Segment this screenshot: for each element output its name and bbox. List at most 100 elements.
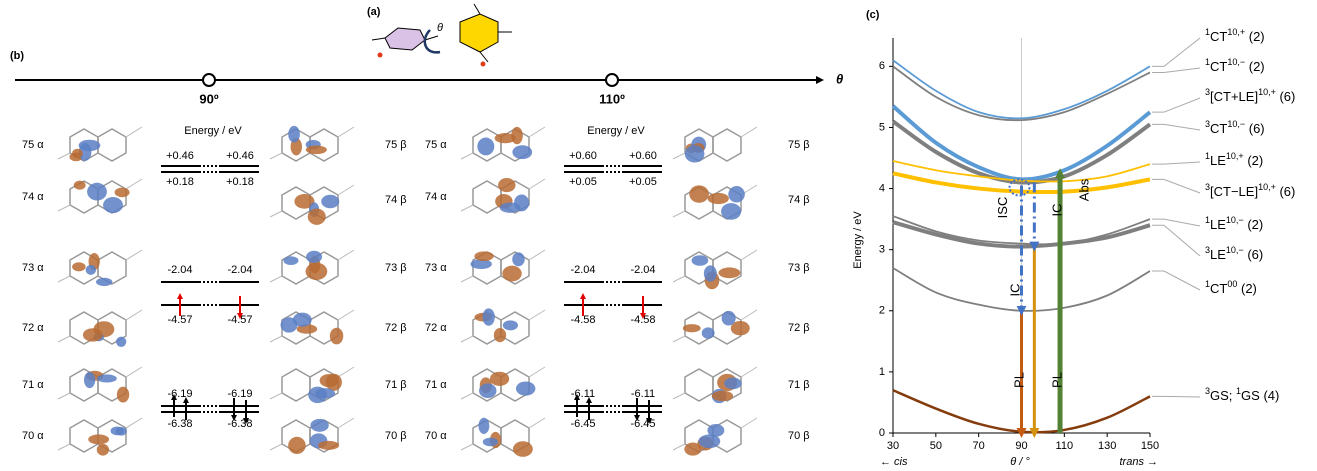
legend-part: (2) [1244, 217, 1264, 232]
leader-line [1152, 271, 1200, 290]
lobe [704, 265, 717, 281]
orbital-alpha-label: 75 α [425, 139, 447, 151]
legend-part: 00 [1227, 279, 1237, 289]
lobe [724, 378, 741, 390]
lobe [708, 193, 729, 204]
beta-energy: -6.11 [631, 388, 655, 400]
orbital-alpha-label: 71 α [425, 379, 447, 391]
lobe [477, 138, 494, 156]
skeleton [673, 153, 685, 159]
legend-part: (6) [1244, 247, 1264, 262]
skeleton [338, 250, 354, 260]
lobe [474, 251, 493, 261]
alpha-energy: -6.11 [571, 388, 595, 400]
legend-part: (6) [1245, 121, 1265, 136]
beta-energy: +0.18 [226, 176, 254, 188]
lobe [97, 374, 117, 382]
skeleton [338, 310, 354, 320]
lobe [283, 256, 298, 265]
y-tick-label: 2 [879, 305, 885, 317]
orbital-beta-label: 73 β [385, 262, 407, 274]
skeleton [58, 205, 70, 211]
orbital-image [461, 178, 545, 213]
lobe [315, 388, 335, 398]
lobe [103, 197, 123, 213]
lobe [306, 263, 328, 280]
skeleton [270, 211, 282, 217]
orbital-beta-label: 75 β [788, 139, 810, 151]
lobe [83, 328, 103, 341]
beta-energy: -2.04 [227, 264, 252, 276]
skeleton [282, 369, 310, 401]
x-tick-label: 50 [930, 440, 942, 452]
skeleton [338, 185, 354, 195]
beta-energy: -6.19 [227, 388, 252, 400]
orbital-image [270, 418, 354, 454]
orbital-alpha-label: 74 α [22, 191, 44, 203]
energy-title: Energy / eV [587, 125, 645, 137]
beta-energy: +0.46 [226, 150, 254, 162]
skeleton [126, 310, 142, 320]
lobe [88, 434, 109, 444]
y-tick-label: 6 [879, 60, 885, 72]
lobe [288, 437, 306, 454]
beta-energy: +0.60 [629, 150, 657, 162]
skeleton [338, 418, 354, 428]
orbital-image [673, 185, 757, 220]
skeleton [270, 393, 282, 399]
panel-label: (b) [10, 50, 24, 62]
lobe [293, 313, 312, 327]
legend-part: [CT+LE] [1210, 89, 1258, 104]
legend-part: CT [1210, 281, 1227, 296]
skeleton [529, 310, 545, 320]
legend-part: (6) [1276, 89, 1296, 104]
legend-part: 10,− [1227, 119, 1245, 129]
legend-part: 10,+ [1227, 27, 1245, 37]
orbital-alpha-label: 73 α [22, 262, 44, 274]
y-axis-label: Energy / eV [852, 211, 864, 269]
skeleton [461, 336, 473, 342]
skeleton [713, 129, 741, 161]
skeleton [529, 418, 545, 428]
legend-part: 10,+ [1258, 87, 1276, 97]
legend-entry: 1CT00 (2) [1205, 279, 1257, 296]
lobe [689, 185, 709, 202]
alpha-energy: +0.05 [569, 176, 597, 188]
orbital-image [673, 310, 757, 344]
molecule-sketch [372, 4, 512, 67]
skeleton [673, 276, 685, 282]
orbital-image [58, 179, 142, 213]
y-tick-label: 3 [879, 244, 885, 256]
skeleton [338, 127, 354, 137]
skeleton [461, 444, 473, 450]
legend-part: GS [1241, 388, 1260, 403]
skeleton [270, 444, 282, 450]
orbital-beta-label: 70 β [385, 430, 407, 442]
lobe [685, 145, 705, 162]
skeleton [58, 276, 70, 282]
lobe [513, 441, 533, 457]
orbital-alpha-label: 75 α [22, 139, 44, 151]
legend-entry: 1LE10,− (2) [1205, 215, 1263, 232]
lobe [712, 391, 733, 401]
skeleton [58, 444, 70, 450]
figure: (a) θ (b) θ (c) Energy / eV θ / ° ← cis … [0, 0, 1317, 471]
angle-label: 90º [199, 91, 218, 106]
leader-line [1152, 225, 1200, 256]
skeleton [58, 153, 70, 159]
lobe [479, 383, 496, 398]
legend-entry: 3GS; 1GS (4) [1205, 386, 1279, 403]
lobe [306, 251, 322, 263]
lobe [483, 438, 498, 447]
legend-part: 10,− [1226, 245, 1244, 255]
alpha-energy: -6.38 [167, 418, 192, 430]
lobe [79, 140, 101, 151]
lobe [116, 337, 126, 347]
lobe [288, 126, 300, 143]
alpha-energy: +0.46 [166, 150, 194, 162]
legend-part: (4) [1260, 388, 1280, 403]
skeleton [685, 369, 713, 401]
axis-symbol: θ [836, 71, 843, 86]
beta-energy: -6.45 [630, 418, 655, 430]
orbital-image [270, 126, 354, 161]
